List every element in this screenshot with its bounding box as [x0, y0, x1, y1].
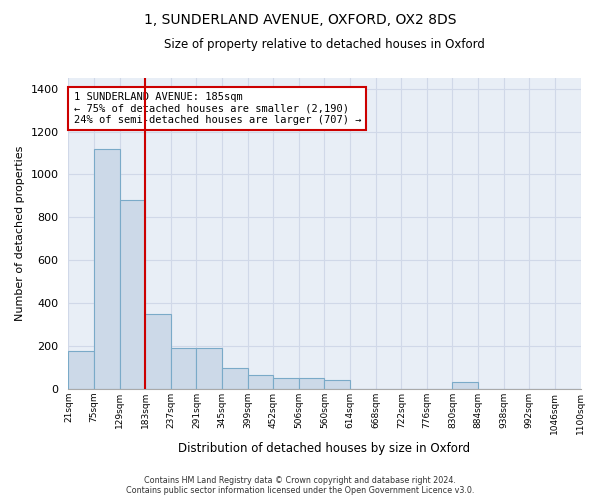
Bar [222, 368, 248, 389]
Y-axis label: Number of detached properties: Number of detached properties [15, 146, 25, 321]
Text: Contains HM Land Registry data © Crown copyright and database right 2024.
Contai: Contains HM Land Registry data © Crown c… [126, 476, 474, 495]
Bar [325, 380, 350, 389]
Bar [171, 348, 196, 389]
Text: 1, SUNDERLAND AVENUE, OXFORD, OX2 8DS: 1, SUNDERLAND AVENUE, OXFORD, OX2 8DS [144, 12, 456, 26]
X-axis label: Distribution of detached houses by size in Oxford: Distribution of detached houses by size … [178, 442, 470, 455]
Bar [68, 352, 94, 389]
Title: Size of property relative to detached houses in Oxford: Size of property relative to detached ho… [164, 38, 485, 51]
Bar [119, 200, 145, 389]
Bar [94, 149, 119, 389]
Bar [299, 378, 325, 389]
Text: 1 SUNDERLAND AVENUE: 185sqm
← 75% of detached houses are smaller (2,190)
24% of : 1 SUNDERLAND AVENUE: 185sqm ← 75% of det… [74, 92, 361, 125]
Bar [248, 375, 273, 389]
Bar [273, 378, 299, 389]
Bar [145, 314, 171, 389]
Bar [196, 348, 222, 389]
Bar [452, 382, 478, 389]
